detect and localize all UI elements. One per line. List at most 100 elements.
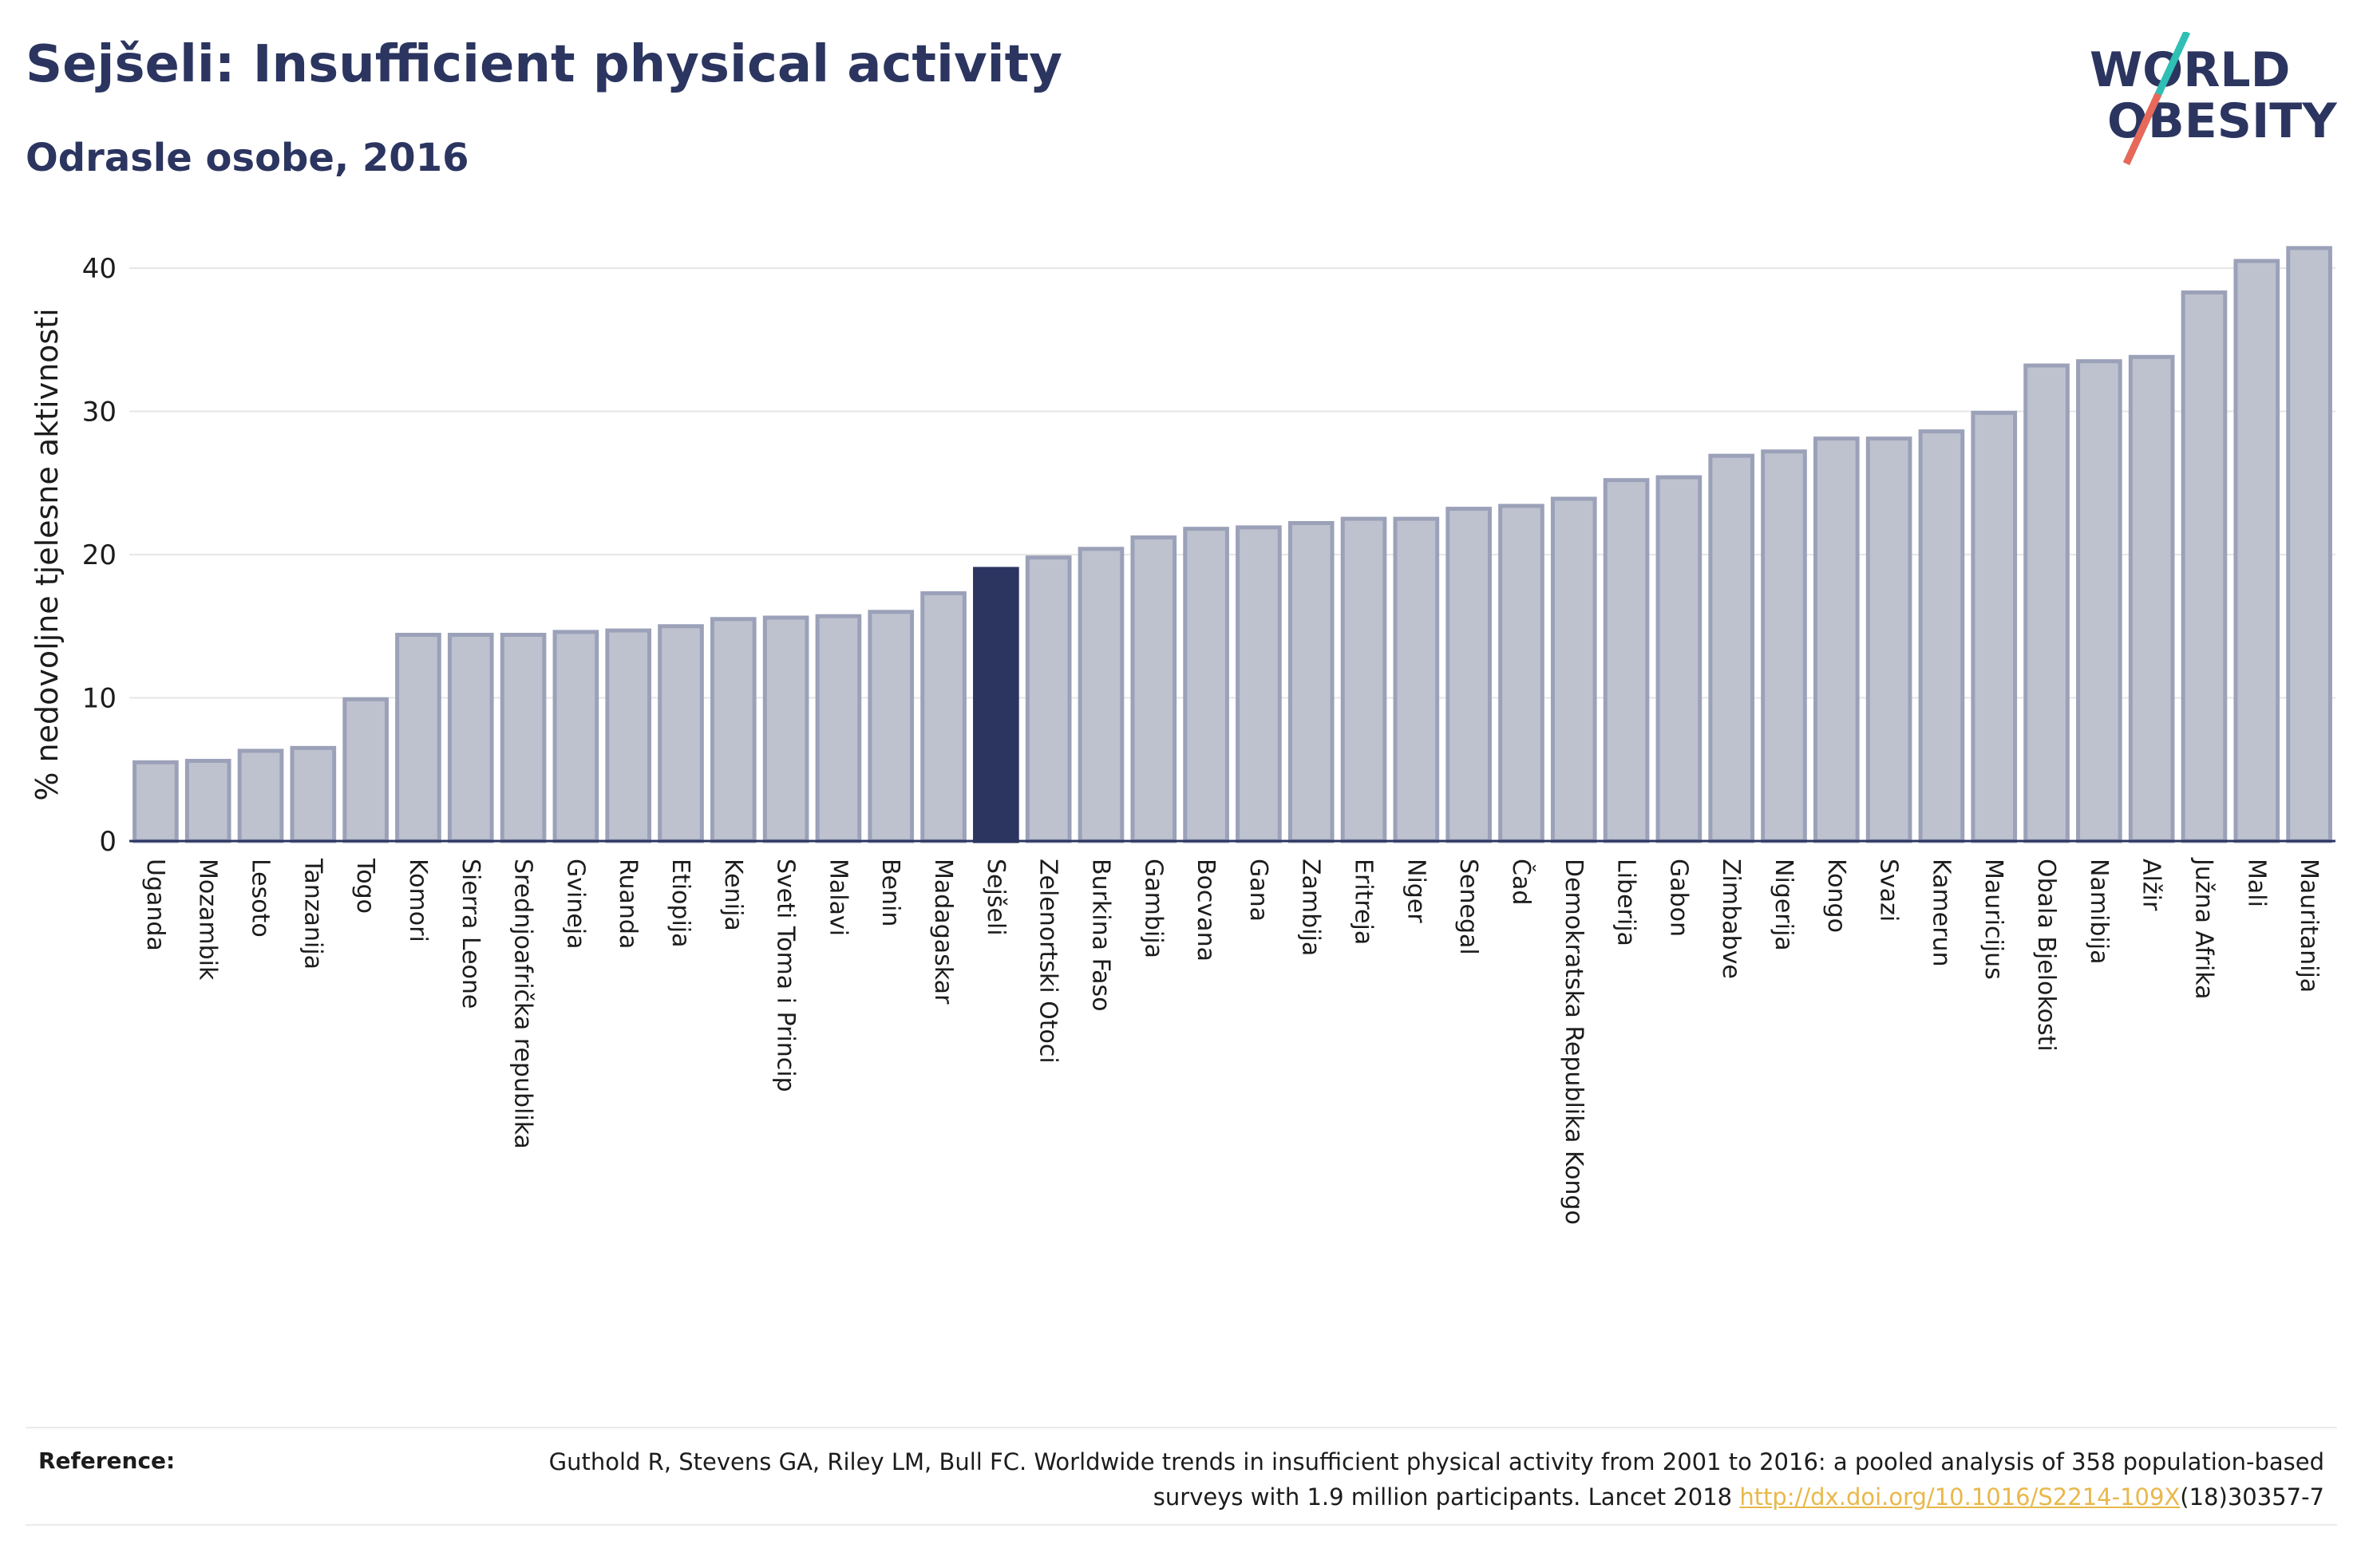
bar — [1445, 507, 1492, 843]
logo-slash-coral — [2122, 93, 2162, 165]
x-category-label: Gana — [1244, 859, 1272, 922]
bar — [1340, 516, 1387, 843]
chart-title: Sejšeli: Insufficient physical activity — [26, 35, 1062, 94]
bar — [1550, 496, 1597, 843]
bar — [1236, 525, 1282, 843]
x-category-label: Namibija — [2085, 859, 2113, 964]
bar — [1393, 516, 1440, 843]
x-category-label: Niger — [1402, 859, 1430, 923]
x-category-label: Južna Afrika — [2189, 857, 2217, 999]
x-category-label: Madagaskar — [929, 859, 957, 1005]
bar — [1813, 436, 1860, 843]
x-category-label: Mauritanija — [2295, 859, 2323, 993]
reference-label: Reference: — [38, 1448, 176, 1474]
x-category-label: Benin — [876, 859, 904, 926]
x-category-label: Lesoto — [247, 859, 275, 938]
logo-line1: WORLD — [2090, 42, 2290, 98]
chart-subtitle: Odrasle osobe, 2016 — [26, 136, 469, 180]
y-tick-label: 10 — [82, 683, 117, 715]
bar — [2023, 363, 2070, 843]
bar — [1183, 527, 1229, 843]
bar — [920, 590, 967, 843]
bar — [184, 758, 231, 843]
x-category-label: Togo — [351, 858, 379, 914]
x-category-label: Senegal — [1454, 859, 1482, 955]
x-category-label: Liberija — [1612, 859, 1640, 946]
bar — [1025, 555, 1072, 843]
x-category-label: Čad — [1507, 859, 1536, 905]
bar — [447, 633, 494, 843]
bar — [868, 610, 915, 843]
x-category-label: Kamerun — [1927, 859, 1955, 967]
x-category-label: Sierra Leone — [457, 859, 484, 1009]
x-category-label: Kenija — [719, 859, 747, 931]
x-category-label: Demokratska Republika Kongo — [1560, 859, 1588, 1225]
x-category-label: Etiopija — [666, 859, 694, 948]
bar — [1918, 429, 1965, 843]
reference-citation: Guthold R, Stevens GA, Riley LM, Bull FC… — [548, 1448, 2324, 1511]
bar — [2076, 359, 2122, 843]
bar-highlighted — [973, 567, 1019, 843]
bar — [2286, 246, 2332, 843]
reference-text: Guthold R, Stevens GA, Riley LM, Bull FC… — [488, 1444, 2324, 1515]
bar — [2233, 259, 2280, 843]
x-category-label: Ruanda — [614, 859, 642, 949]
bar — [552, 630, 599, 843]
bar — [342, 697, 389, 843]
y-tick-label: 40 — [82, 253, 117, 285]
bar — [1865, 436, 1912, 843]
x-category-label: Srednjoafrička republika — [509, 859, 537, 1149]
reference-top-divider — [26, 1427, 2337, 1428]
bar — [1130, 535, 1177, 843]
x-category-label: Bocvana — [1192, 859, 1220, 962]
x-category-label: Burkina Faso — [1086, 859, 1114, 1011]
bar — [290, 745, 337, 843]
bar — [500, 633, 547, 843]
x-category-label: Zimbabve — [1717, 859, 1745, 979]
x-category-label: Uganda — [141, 859, 169, 951]
x-category-label: Mali — [2242, 859, 2270, 907]
bar — [815, 614, 862, 843]
bar — [1971, 410, 2018, 843]
bar — [1761, 449, 1807, 843]
bar — [237, 748, 284, 843]
x-category-label: Sejšeli — [982, 859, 1010, 936]
y-tick-label: 20 — [82, 539, 117, 571]
bar — [1655, 475, 1703, 843]
bar — [658, 624, 704, 843]
bar-chart: 0 10 20 30 40 % nedovoljne tjelesne aktivnost… — [30, 246, 2335, 1225]
x-category-label: Gabon — [1664, 859, 1692, 937]
x-category-label: Zelenortski Otoci — [1034, 859, 1062, 1064]
x-category-label: Komori — [404, 859, 432, 942]
bar — [1078, 547, 1125, 843]
reference-citation-suffix: (18)30357-7 — [2180, 1483, 2324, 1511]
x-category-label: Obala Bjelokosti — [2032, 859, 2060, 1052]
x-category-label: Tanzanija — [299, 858, 326, 970]
x-category-label: Eritreja — [1350, 859, 1378, 945]
reference-doi-link[interactable]: http://dx.doi.org/10.1016/S2214-109X — [1739, 1483, 2181, 1511]
x-category-label: Kongo — [1822, 859, 1850, 933]
x-category-label: Mauricijus — [1979, 859, 2007, 980]
bar — [2128, 354, 2175, 843]
reference-bottom-divider — [26, 1524, 2337, 1526]
bar — [395, 633, 441, 843]
bar — [1603, 478, 1650, 843]
bar — [2181, 290, 2228, 843]
x-category-label: Malavi — [824, 859, 852, 936]
bar — [605, 628, 652, 843]
bar — [132, 760, 179, 843]
x-category-label: Gambija — [1139, 859, 1167, 958]
x-category-label: Svazi — [1875, 859, 1903, 922]
bar — [710, 617, 757, 843]
bar — [762, 615, 809, 843]
x-category-label: Mozambik — [194, 859, 222, 981]
world-obesity-logo: WORLD OBESITY — [2090, 32, 2338, 165]
y-tick-label: 30 — [82, 397, 117, 429]
y-axis-label: % nedovoljne tjelesne aktivnosti — [30, 308, 65, 800]
x-category-label: Gvineja — [561, 859, 589, 950]
x-category-label: Alžir — [2138, 859, 2165, 911]
y-tick-label: 0 — [99, 826, 117, 858]
x-category-label: Zambija — [1297, 859, 1325, 956]
bar — [1498, 504, 1544, 843]
x-category-label: Nigerija — [1770, 859, 1797, 951]
